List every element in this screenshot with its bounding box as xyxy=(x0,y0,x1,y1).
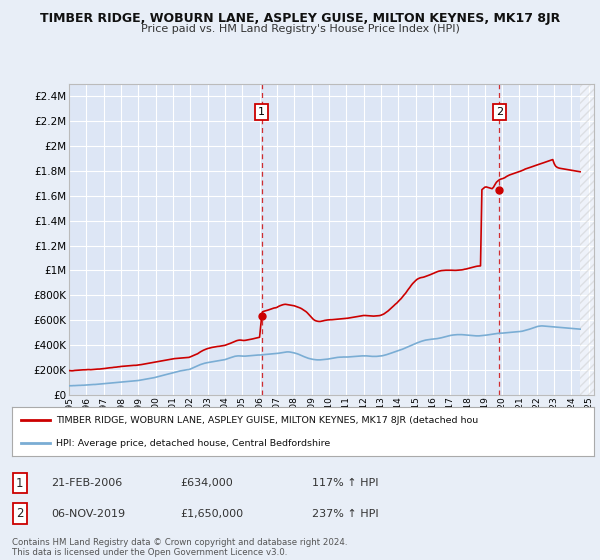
Text: Contains HM Land Registry data © Crown copyright and database right 2024.
This d: Contains HM Land Registry data © Crown c… xyxy=(12,538,347,557)
Text: 117% ↑ HPI: 117% ↑ HPI xyxy=(312,478,379,488)
Text: 21-FEB-2006: 21-FEB-2006 xyxy=(51,478,122,488)
Text: HPI: Average price, detached house, Central Bedfordshire: HPI: Average price, detached house, Cent… xyxy=(56,438,330,447)
Text: TIMBER RIDGE, WOBURN LANE, ASPLEY GUISE, MILTON KEYNES, MK17 8JR: TIMBER RIDGE, WOBURN LANE, ASPLEY GUISE,… xyxy=(40,12,560,25)
Text: 1: 1 xyxy=(258,107,265,117)
Text: 1: 1 xyxy=(16,477,23,490)
Text: 2: 2 xyxy=(496,107,503,117)
Text: Price paid vs. HM Land Registry's House Price Index (HPI): Price paid vs. HM Land Registry's House … xyxy=(140,24,460,34)
Text: £634,000: £634,000 xyxy=(180,478,233,488)
Text: 06-NOV-2019: 06-NOV-2019 xyxy=(51,508,125,519)
Text: TIMBER RIDGE, WOBURN LANE, ASPLEY GUISE, MILTON KEYNES, MK17 8JR (detached hou: TIMBER RIDGE, WOBURN LANE, ASPLEY GUISE,… xyxy=(56,416,478,425)
Text: 2: 2 xyxy=(16,507,23,520)
Text: £1,650,000: £1,650,000 xyxy=(180,508,243,519)
Text: 237% ↑ HPI: 237% ↑ HPI xyxy=(312,508,379,519)
